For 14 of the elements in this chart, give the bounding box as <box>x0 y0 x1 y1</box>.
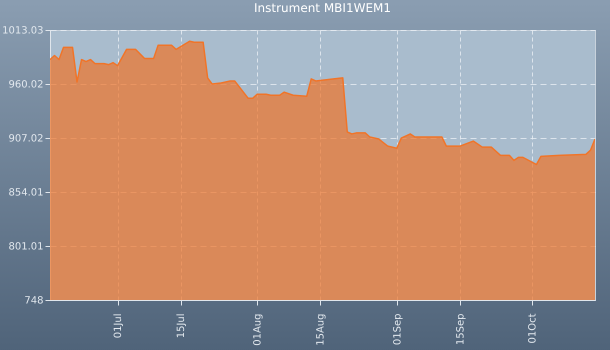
x-tick-label: 15Aug <box>316 314 327 346</box>
y-tick-label: 748 <box>24 296 44 306</box>
y-tick-label: 801.01 <box>8 241 44 252</box>
x-tick-label: 15Sep <box>455 314 466 346</box>
x-tick-label: 01Aug <box>252 314 264 346</box>
y-tick-label: 960.02 <box>8 80 44 91</box>
chart-title: Instrument MBI1WEM1 <box>254 1 392 15</box>
x-tick-label: 01Oct <box>527 313 538 344</box>
x-tick-label: 15Jul <box>176 314 188 338</box>
y-tick-label: 854.01 <box>8 188 44 198</box>
y-tick-label: 907.02 <box>8 134 44 144</box>
x-tick-label: 01Jul <box>113 314 124 338</box>
x-tick-label: 01Sep <box>392 314 404 346</box>
y-tick-label: 1013.03 <box>2 26 44 36</box>
